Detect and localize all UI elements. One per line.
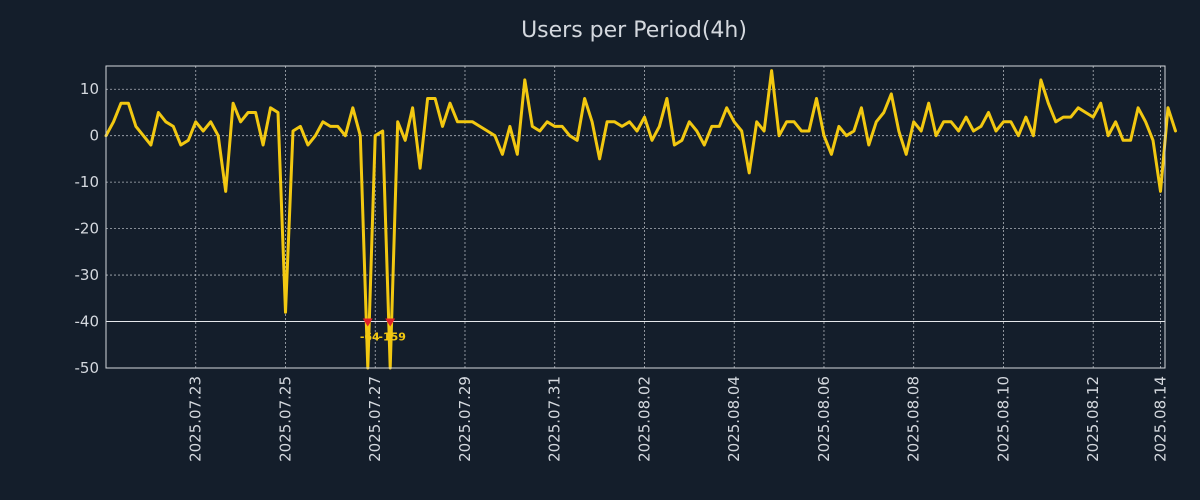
- chart-title: Users per Period(4h): [521, 18, 747, 43]
- x-tick-label: 2025.08.14: [1152, 376, 1170, 462]
- grid: [106, 66, 1165, 369]
- y-tick-label: -10: [75, 173, 100, 191]
- y-tick-label: -40: [75, 313, 100, 331]
- series-group: [104, 69, 1177, 370]
- x-tick-label: 2025.08.10: [994, 376, 1012, 462]
- x-tick-label: 2025.07.29: [456, 376, 474, 462]
- x-tick-label: 2025.08.02: [635, 376, 653, 462]
- series-line-users: [104, 69, 1177, 370]
- y-tick-label: 10: [80, 80, 99, 98]
- y-axis-ticks: 10 0 -10 -20 -30 -40 -50: [75, 80, 100, 377]
- clip-markers: -64-159: [360, 318, 406, 344]
- clip-value-label: -64: [360, 331, 380, 344]
- clip-value-label: -159: [378, 331, 406, 344]
- y-tick-label: -50: [75, 359, 100, 377]
- x-tick-label: 2025.07.27: [366, 376, 384, 462]
- x-tick-label: 2025.07.31: [546, 376, 564, 462]
- y-tick-label: -20: [75, 220, 100, 238]
- x-tick-label: 2025.08.08: [905, 376, 923, 462]
- x-tick-label: 2025.07.25: [276, 376, 294, 462]
- x-axis-ticks: 2025.07.23 2025.07.25 2025.07.27 2025.07.29…: [187, 376, 1170, 462]
- y-tick-label: -30: [75, 266, 100, 284]
- plot-frame: [105, 65, 1166, 369]
- y-tick-label: 0: [89, 127, 99, 145]
- clip-marker: [385, 318, 396, 327]
- x-tick-label: 2025.08.12: [1084, 376, 1102, 462]
- x-tick-label: 2025.08.06: [815, 376, 833, 462]
- x-tick-label: 2025.07.23: [187, 376, 205, 462]
- clip-marker: [362, 318, 373, 327]
- x-tick-label: 2025.08.04: [725, 376, 743, 462]
